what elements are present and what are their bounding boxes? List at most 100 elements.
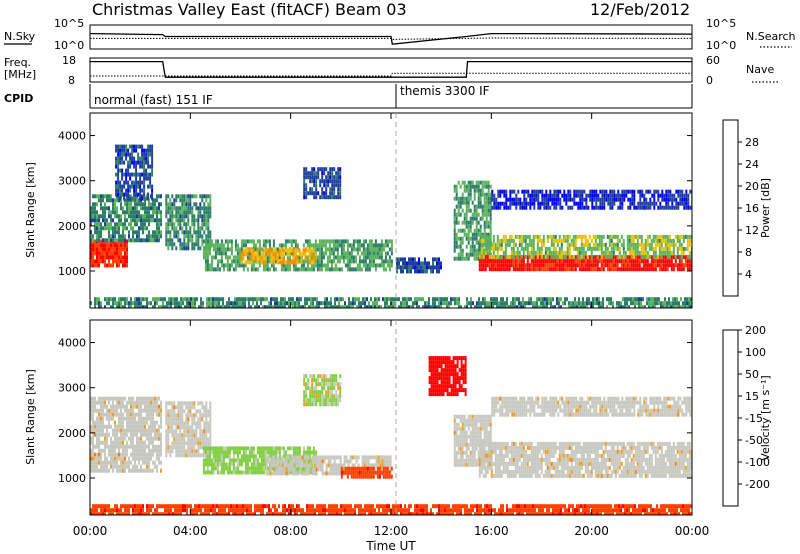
scatter-cell — [132, 206, 134, 211]
scatter-cell — [139, 188, 142, 193]
scatter-cell — [366, 263, 369, 268]
scatter-cell — [615, 193, 618, 198]
scatter-cell — [294, 267, 297, 272]
scatter-cell — [203, 409, 206, 414]
scatter-cell — [580, 259, 583, 264]
scatter-cell — [612, 246, 615, 251]
scatter-cell — [250, 260, 253, 265]
scatter-cell — [302, 259, 305, 264]
scatter-cell — [471, 212, 474, 217]
scatter-cell — [477, 240, 480, 245]
scatter-cell — [92, 436, 94, 441]
scatter-cell — [634, 301, 636, 306]
scatter-cell — [317, 167, 320, 172]
scatter-cell — [568, 259, 571, 264]
scatter-cell — [360, 251, 363, 256]
scatter-cell — [179, 222, 182, 227]
scatter-cell — [120, 404, 122, 409]
scatter-cell — [118, 400, 120, 405]
scatter-cell — [191, 429, 194, 434]
scatter-cell — [170, 297, 172, 302]
scatter-cell — [479, 216, 482, 221]
scatter-cell — [398, 297, 400, 302]
scatter-cell — [594, 255, 597, 260]
scatter-cell — [116, 396, 118, 401]
scatter-cell — [207, 234, 210, 239]
scatter-cell — [632, 267, 635, 272]
scatter-cell — [136, 420, 138, 425]
scatter-cell — [92, 194, 94, 199]
scatter-cell — [307, 171, 310, 176]
power-heatmap — [90, 144, 692, 308]
scatter-cell — [436, 257, 438, 262]
scatter-cell — [690, 263, 692, 268]
scatter-cell — [598, 246, 601, 251]
scatter-cell — [122, 210, 124, 215]
scatter-cell — [320, 259, 323, 264]
scatter-cell — [146, 404, 148, 409]
scatter-cell — [664, 234, 667, 239]
scatter-cell — [663, 197, 666, 202]
scatter-cell — [126, 416, 128, 421]
scatter-cell — [687, 201, 690, 206]
scatter-cell — [127, 184, 130, 189]
scatter-cell — [122, 444, 124, 449]
scatter-cell — [218, 470, 221, 475]
scatter-cell — [300, 252, 303, 257]
scatter-cell — [459, 256, 462, 261]
scatter-cell — [144, 468, 146, 473]
scatter-cell — [465, 200, 468, 205]
scatter-cell — [329, 191, 332, 196]
scatter-cell — [199, 214, 202, 219]
scatter-cell — [509, 189, 512, 194]
scatter-cell — [536, 246, 539, 251]
scatter-cell — [598, 255, 601, 260]
scatter-cell — [234, 247, 237, 252]
scatter-cell — [191, 437, 194, 442]
scatter-cell — [130, 424, 132, 429]
scatter-cell — [185, 441, 188, 446]
scatter-cell — [112, 202, 114, 207]
colorbar-tick-label: 8 — [745, 246, 752, 259]
scatter-cell — [124, 226, 126, 231]
scatter-cell — [528, 301, 530, 306]
scatter-cell — [644, 259, 647, 264]
scatter-cell — [616, 259, 619, 264]
scatter-cell — [358, 239, 361, 244]
scatter-cell — [477, 184, 480, 189]
cpid-mode-1: normal (fast) 151 IF — [94, 93, 213, 107]
scatter-cell — [193, 202, 196, 207]
scatter-cell — [478, 263, 481, 268]
scatter-cell — [228, 239, 231, 244]
scatter-cell — [613, 197, 616, 202]
scatter-cell — [668, 234, 671, 239]
scatter-cell — [667, 197, 670, 202]
scatter-cell — [602, 267, 605, 272]
scatter-cell — [502, 238, 505, 243]
scatter-cell — [666, 259, 669, 264]
scatter-cell — [114, 452, 116, 457]
scatter-cell — [312, 267, 315, 272]
scatter-cell — [580, 250, 583, 255]
scatter-cell — [386, 243, 389, 248]
scatter-cell — [650, 267, 653, 272]
scatter-cell — [144, 440, 146, 445]
scatter-cell — [477, 200, 480, 205]
scatter-cell — [617, 189, 620, 194]
scatter-cell — [618, 305, 620, 308]
scatter-cell — [152, 210, 154, 215]
scatter-cell — [220, 454, 223, 459]
scatter-cell — [122, 247, 124, 252]
scatter-cell — [610, 234, 613, 239]
scatter-cell — [334, 305, 336, 308]
scatter-cell — [636, 234, 639, 239]
scatter-cell — [566, 263, 569, 268]
scatter-cell — [134, 297, 136, 302]
scatter-cell — [272, 263, 275, 268]
scatter-cell — [679, 201, 682, 206]
scatter-cell — [183, 222, 186, 227]
scatter-cell — [360, 259, 363, 264]
scatter-cell — [124, 263, 126, 268]
scatter-cell — [171, 214, 174, 219]
